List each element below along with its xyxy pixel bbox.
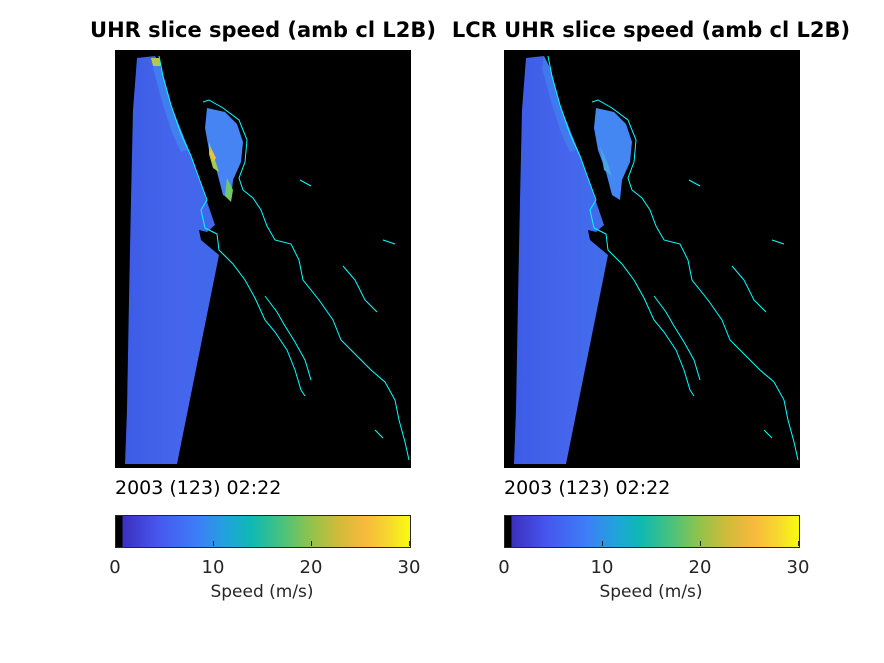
left-timestamp: 2003 (123) 02:22: [115, 477, 282, 499]
left-tick-label-0: 0: [109, 557, 121, 578]
right-timestamp: 2003 (123) 02:22: [504, 477, 671, 499]
left-gulf-region: [205, 108, 243, 200]
left-colorbar-label: Speed (m/s): [210, 582, 314, 602]
left-tick-0: [115, 541, 116, 546]
right-tick-label-20: 20: [688, 557, 712, 578]
right-map-image: [514, 55, 799, 464]
right-tick-0: [504, 541, 505, 546]
left-tick-label-20: 20: [299, 557, 323, 578]
right-tick-10: [602, 541, 603, 546]
right-colorbar-label: Speed (m/s): [599, 582, 703, 602]
right-gulf-region: [594, 108, 632, 200]
left-tick-label-10: 10: [201, 557, 225, 578]
right-tick-label-30: 30: [786, 557, 810, 578]
left-tick-20: [311, 541, 312, 546]
right-tick-20: [700, 541, 701, 546]
right-tick-30: [798, 541, 799, 546]
right-panel-title: LCR UHR slice speed (amb cl L2B): [451, 18, 851, 42]
right-ocean-swath: [514, 56, 608, 464]
right-tick-label-0: 0: [498, 557, 510, 578]
left-colorbar: [115, 515, 411, 548]
left-tick-10: [213, 541, 214, 546]
left-ocean-swath: [125, 56, 219, 464]
left-tick-label-30: 30: [397, 557, 421, 578]
left-wind-speed-map: [115, 50, 411, 468]
right-tick-label-10: 10: [590, 557, 614, 578]
right-wind-speed-map: [504, 50, 800, 468]
left-map-image: [125, 55, 410, 464]
left-tick-30: [409, 541, 410, 546]
left-panel-title: UHR slice speed (amb cl L2B): [90, 18, 436, 42]
right-colorbar: [504, 515, 800, 548]
